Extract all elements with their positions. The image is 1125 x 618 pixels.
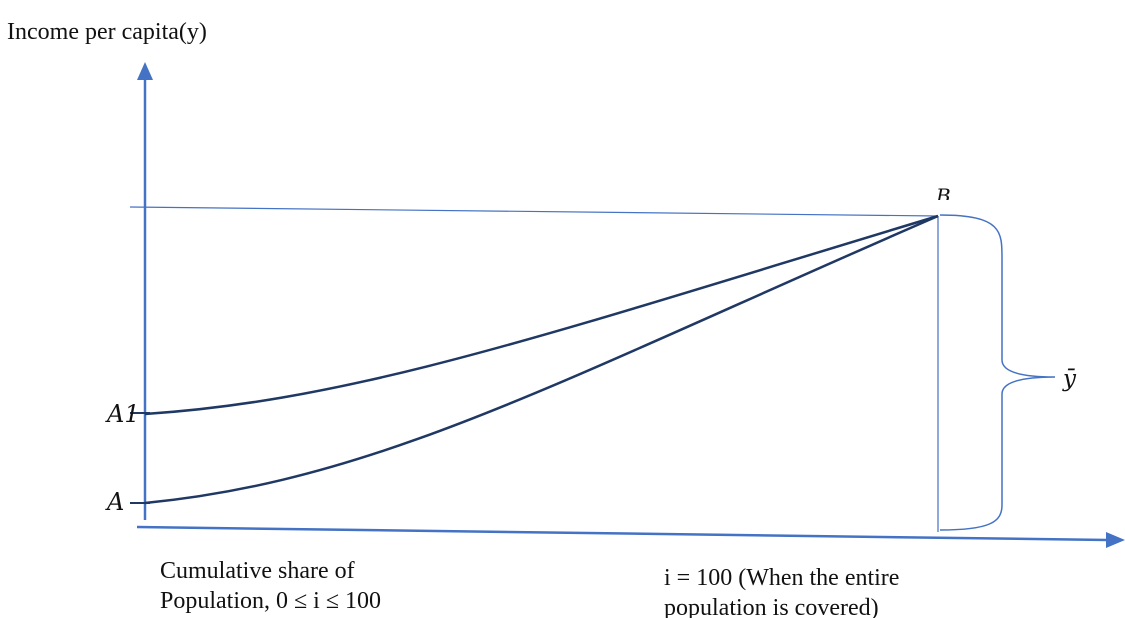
- mean-income-label: ȳ: [1063, 366, 1076, 392]
- x-axis-caption-right: i = 100 (When the entire population is c…: [664, 563, 1084, 618]
- x-caption-left-line1: Cumulative share of: [160, 558, 355, 584]
- mean-income-brace: [939, 214, 1056, 531]
- curve-a1-to-b: [144, 214, 939, 416]
- x-caption-left-line2: Population, 0 ≤ i ≤ 100: [160, 588, 382, 614]
- point-label-a: A: [107, 488, 125, 516]
- x-caption-right-line2: population is covered): [664, 595, 879, 618]
- x-axis-caption-left: Cumulative share of Population, 0 ≤ i ≤ …: [160, 556, 500, 616]
- x-axis-arrowhead: [1106, 532, 1125, 548]
- y-axis-arrowhead: [137, 62, 153, 80]
- point-label-b: B: [936, 186, 951, 200]
- x-caption-right-line1: i = 100 (When the entire: [664, 565, 900, 591]
- curve-a-to-b: [144, 214, 939, 505]
- y-axis-title: Income per capita(y): [7, 20, 207, 44]
- y-axis-title-text: Income per capita(y): [7, 19, 207, 45]
- mean-income-guide-line: [129, 206, 939, 217]
- point-label-a1: A1: [107, 400, 140, 428]
- x-axis: [136, 525, 1109, 542]
